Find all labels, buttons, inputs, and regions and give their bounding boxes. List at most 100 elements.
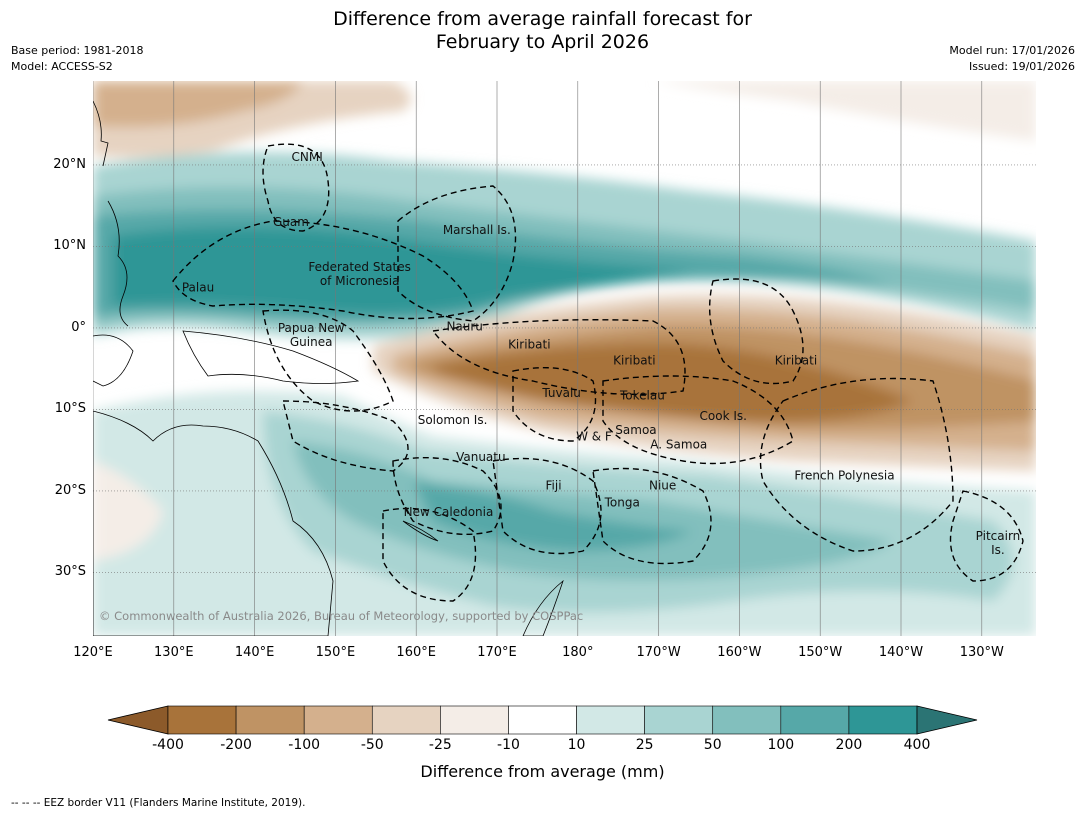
eez-tokelau-cook: [602, 375, 794, 465]
eez-fsm: [172, 220, 474, 320]
colorbar-bin: [508, 705, 577, 735]
lon-tick-label: 160°E: [396, 645, 436, 660]
colorbar-tick-label: -100: [288, 737, 321, 753]
region-label: Tuvalu: [541, 386, 581, 400]
region-label: Samoa: [615, 423, 656, 437]
rainfall-fields: [93, 81, 1036, 636]
region-label: French Polynesia: [794, 469, 894, 483]
colorbar-tick-label: 10: [567, 737, 586, 753]
map-title-line1: Difference from average rainfall forecas…: [333, 8, 752, 30]
lat-tick-label: 20°S: [54, 482, 86, 498]
map-title: Difference from average rainfall forecas…: [0, 8, 1085, 54]
lon-tick-label: 130°W: [959, 645, 1004, 660]
new-guinea-coast: [182, 330, 360, 384]
region-label: Niue: [649, 478, 676, 492]
region-label: Kiribati: [775, 354, 817, 368]
colorbar-tick-label: 25: [635, 737, 654, 753]
region-label-line: Pitcairn: [976, 529, 1021, 543]
lon-tick-label: 140°W: [878, 645, 924, 660]
eez-borders: [172, 143, 1024, 602]
philippines-coast: [107, 200, 129, 327]
eez-new-caledonia: [382, 507, 477, 602]
base-period-text: Base period: 1981-2018: [11, 44, 144, 57]
region-label-line: Kiribati: [775, 354, 817, 368]
colorbar-tick-label: -25: [428, 737, 452, 753]
eez-cnmi: [262, 143, 330, 232]
region-label-line: Palau: [182, 280, 214, 294]
region-label: Tokelau: [619, 389, 665, 403]
new-zealand-coast: [522, 579, 564, 636]
colorbar-bin: [780, 705, 850, 735]
region-label: Guam: [273, 215, 309, 229]
colorbar-bin: [576, 705, 645, 735]
metadata-left: Base period: 1981-2018 Model: ACCESS-S2: [11, 43, 143, 75]
region-label-line: CNMI: [291, 150, 322, 164]
map-panel[interactable]: CNMI Guam Marshall Is. Palau Federated State…: [93, 81, 1036, 636]
colorbar-tick-label: 200: [835, 737, 863, 753]
lat-tick-label: 30°S: [54, 564, 86, 580]
colorbar-tick-label: -50: [360, 737, 384, 753]
region-labels: CNMI Guam Marshall Is. Palau Federated State…: [182, 150, 1020, 557]
colorbar-title: Difference from average (mm): [420, 762, 665, 781]
issued-text: Issued: 19/01/2026: [968, 60, 1075, 73]
region-label: Federated States of Micronesia: [308, 260, 410, 288]
region-label-line: Samoa: [615, 423, 656, 437]
region-label-line: Tuvalu: [541, 386, 581, 400]
region-label: Marshall Is.: [443, 223, 511, 237]
lon-tick-label: 150°E: [315, 645, 356, 660]
region-label-line: Federated States: [308, 260, 410, 274]
region-label-line: Kiribati: [613, 354, 655, 368]
region-label-line: Solomon Is.: [418, 413, 488, 427]
region-label-line: Kiribati: [508, 337, 550, 351]
region-label: Papua New Guinea: [278, 321, 345, 349]
lon-tick-label: 120°E: [73, 645, 113, 660]
region-label-line: Niue: [649, 478, 676, 492]
metadata-right: Model run: 17/01/2026 Issued: 19/01/2026: [949, 43, 1075, 75]
region-label-line: Marshall Is.: [443, 223, 511, 237]
region-label-line: Nauru: [446, 319, 482, 333]
region-label: CNMI: [291, 150, 322, 164]
colorbar-bin: [712, 705, 782, 735]
colorbar-tick-label: -400: [152, 737, 184, 753]
region-label: Solomon Is.: [418, 413, 488, 427]
gridlines: [93, 81, 1036, 636]
model-text: Model: ACCESS-S2: [11, 60, 113, 73]
wet-band-tropical-core: [113, 227, 693, 314]
dry-band-north-east: [653, 81, 1036, 141]
colorbar-bin: [644, 705, 714, 735]
colorbar-bin: [371, 705, 441, 735]
wet-south-core: [413, 481, 693, 551]
new-caledonia-coast: [402, 520, 439, 542]
colorbar-bin: [167, 705, 237, 735]
region-label-line: of Micronesia: [320, 274, 400, 288]
eez-marshall: [397, 185, 517, 322]
rainfall-anomaly-map[interactable]: CNMI Guam Marshall Is. Palau Federated State…: [93, 81, 1036, 636]
lat-tick-label: 10°N: [53, 238, 86, 254]
lon-tick-label: 180°: [562, 645, 594, 660]
region-label: Fiji: [546, 478, 562, 492]
colorbar-bin: [235, 705, 305, 735]
dry-band-north-core: [93, 81, 303, 127]
colorbar-tick-label: -10: [497, 737, 520, 753]
wet-south-strong: [293, 441, 893, 580]
region-label-line: W & F: [576, 429, 612, 443]
lon-tick-label: 170°W: [636, 645, 681, 660]
eez-kiribati: [431, 319, 686, 396]
lon-tick-label: 130°E: [154, 645, 194, 660]
borneo-coast: [93, 334, 134, 387]
dry-tongue-core: [433, 343, 913, 422]
eez-tonga-niue: [592, 467, 712, 565]
region-label-line: Guinea: [290, 335, 333, 349]
region-label-line: Cook Is.: [700, 409, 747, 423]
model-run-text: Model run: 17/01/2026: [949, 44, 1075, 57]
region-label: Palau: [182, 280, 214, 294]
region-label: Kiribati: [613, 354, 655, 368]
region-label: Vanuatu: [456, 450, 506, 464]
region-label-line: New Caledonia: [404, 505, 494, 519]
colorbar-bin: [440, 705, 509, 735]
region-label: Kiribati: [508, 337, 550, 351]
region-label: Tonga: [604, 495, 640, 509]
eez-vanuatu: [392, 457, 502, 535]
region-label: A. Samoa: [650, 438, 707, 452]
colorbar-extend-low: [107, 705, 169, 735]
